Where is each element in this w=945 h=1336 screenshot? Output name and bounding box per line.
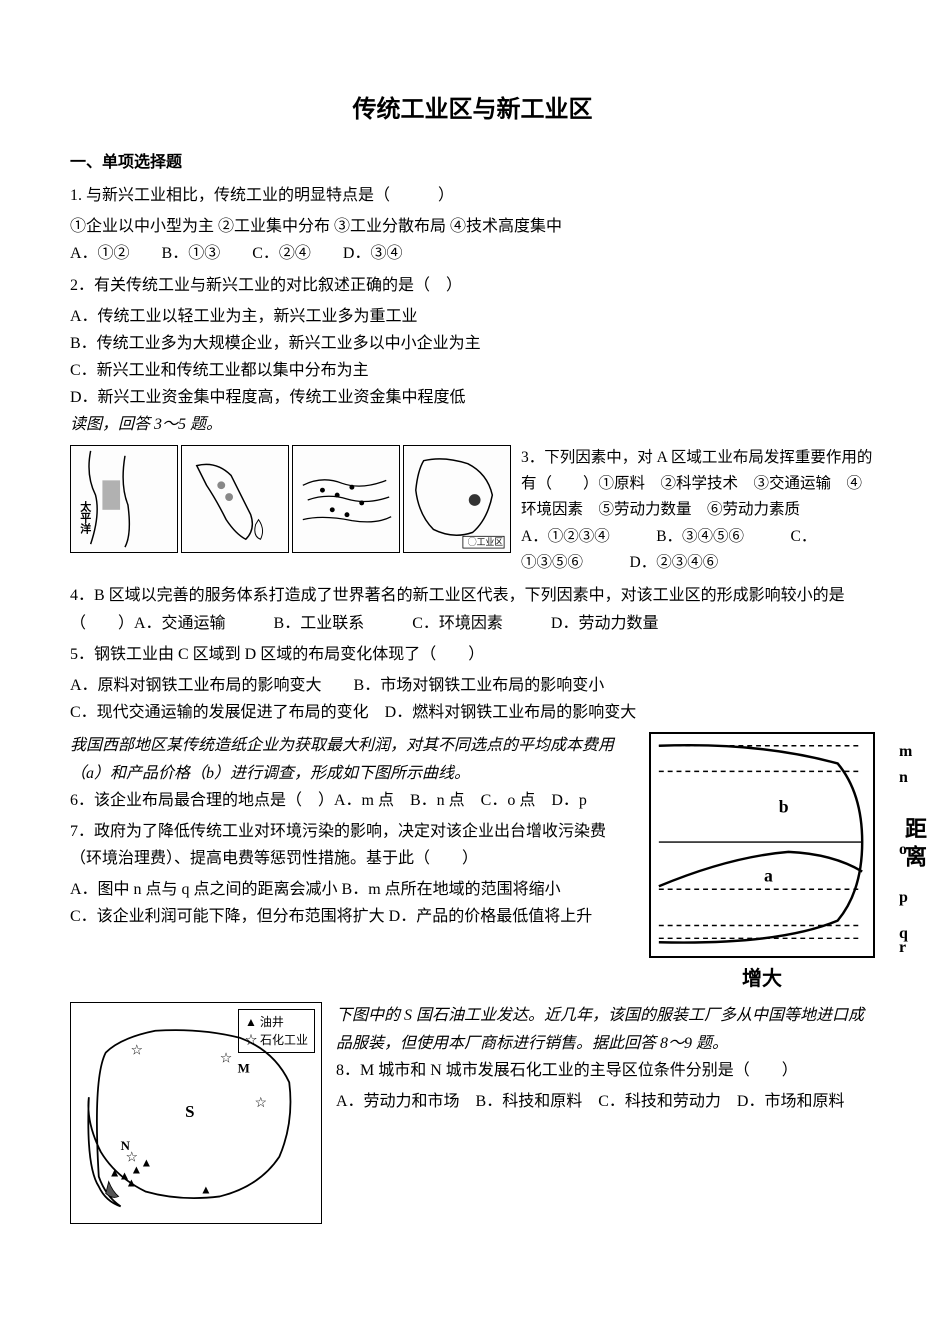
map-c (292, 445, 400, 553)
page-title: 传统工业区与新工业区 (70, 90, 875, 131)
q2-text: 2．有关传统工业与新兴工业的对比叙述正确的是（ ） (70, 272, 875, 299)
q3-wrap: 3．下列因素中，对 A 区域工业布局发挥重要作用的有（ ）①原料 ②科学技术 ③… (521, 445, 875, 577)
label-n: n (899, 764, 908, 791)
curve-text: 我国西部地区某传统造纸企业为获取最大利润，对其不同选点的平均成本费用（a）和产品… (70, 732, 635, 930)
label-pacific: 太平洋 (75, 501, 94, 534)
curve-side-label: 距离 (896, 817, 933, 873)
q5-opts-cd: C．现代交通运输的发展促进了布局的变化 D．燃料对钢铁工业布局的影响变大 (70, 699, 875, 726)
section-header: 一、单项选择题 (70, 149, 875, 176)
svg-text:b: b (779, 797, 789, 817)
svg-text:☆: ☆ (131, 1044, 143, 1059)
label-m: m (899, 738, 912, 765)
map-d: ◯工业区 (403, 445, 511, 553)
q1-text: 1. 与新兴工业相比，传统工业的明显特点是（ ） (70, 182, 875, 209)
label-r: r (899, 934, 906, 961)
curve-box: b a m n o p q r 距离 (649, 732, 875, 958)
map-row: 太平洋 (70, 445, 875, 577)
q3-options: A．①②③④ B．③④⑤⑥ C．①③⑤⑥ D．②③④⑥ (521, 528, 816, 571)
svg-text:M: M (238, 1062, 250, 1076)
q7-opts-ab: A．图中 n 点与 q 点之间的距离会减小 B．m 点所在地域的范围将缩小 (70, 876, 635, 903)
svg-text:N: N (121, 1139, 131, 1153)
q2-opt-c: C．新兴工业和传统工业都以集中分布为主 (70, 357, 875, 384)
svg-text:▲: ▲ (109, 1166, 121, 1180)
q7-text: 7．政府为了降低传统工业对环境污染的影响，决定对该企业出台增收污染费（环境治理费… (70, 818, 635, 872)
bottom-text: 下图中的 S 国石油工业发达。近几年，该国的服装工厂多从中国等地进口成品服装，但… (336, 1002, 875, 1115)
svg-text:▲: ▲ (200, 1183, 212, 1197)
q1-options: A．①② B．①③ C．②④ D．③④ (70, 240, 875, 267)
q8-text: 8．M 城市和 N 城市发展石化工业的主导区位条件分别是（ ） (336, 1057, 875, 1084)
curve-bottom-label: 增大 (649, 962, 875, 996)
q4-text: 4．B 区域以完善的服务体系打造成了世界著名的新工业区代表，下列因素中，对该工业… (70, 582, 875, 636)
svg-text:☆: ☆ (255, 1096, 267, 1111)
intro-6-7: 我国西部地区某传统造纸企业为获取最大利润，对其不同选点的平均成本费用（a）和产品… (70, 732, 635, 786)
svg-text:a: a (764, 866, 773, 886)
bottom-section: ▲ 油井 ☆ 石化工业 ☆ ☆ M ☆ S ☆ N ▲ ▲ ▲ ▲ ▲ ▲ 下图… (70, 1002, 875, 1224)
q7-opts-cd: C．该企业利润可能下降，但分布范围将扩大 D．产品的价格最低值将上升 (70, 903, 635, 930)
curve-diagram: b a m n o p q r 距离 增大 (649, 732, 875, 996)
map-a: 太平洋 (70, 445, 178, 553)
map-b (181, 445, 289, 553)
svg-text:☆: ☆ (220, 1052, 232, 1067)
q8-options: A．劳动力和市场 B．科技和原料 C．科技和劳动力 D．市场和原料 (336, 1088, 875, 1115)
intro-3-5: 读图，回答 3～5 题。 (70, 411, 875, 438)
four-maps: 太平洋 (70, 445, 511, 553)
q1-sub: ①企业以中小型为主 ②工业集中分布 ③工业分散布局 ④技术高度集中 (70, 213, 875, 240)
q2-opt-b: B．传统工业多为大规模企业，新兴工业多以中小企业为主 (70, 330, 875, 357)
q5-text: 5．钢铁工业由 C 区域到 D 区域的布局变化体现了（ ） (70, 641, 875, 668)
intro-8-9: 下图中的 S 国石油工业发达。近几年，该国的服装工厂多从中国等地进口成品服装，但… (336, 1002, 875, 1056)
curve-section: 我国西部地区某传统造纸企业为获取最大利润，对其不同选点的平均成本费用（a）和产品… (70, 732, 875, 996)
svg-text:◯工业区: ◯工业区 (468, 537, 503, 547)
q5-opts-ab: A．原料对钢铁工业布局的影响变大 B．市场对钢铁工业布局的影响变小 (70, 672, 875, 699)
q2-opt-d: D．新兴工业资金集中程度高，传统工业资金集中程度低 (70, 384, 875, 411)
country-map: ▲ 油井 ☆ 石化工业 ☆ ☆ M ☆ S ☆ N ▲ ▲ ▲ ▲ ▲ ▲ (70, 1002, 322, 1224)
q2-opt-a: A．传统工业以轻工业为主，新兴工业多为重工业 (70, 303, 875, 330)
label-p: p (899, 884, 908, 911)
q6-text: 6．该企业布局最合理的地点是（ ）A．m 点 B．n 点 C．o 点 D．p (70, 787, 635, 814)
svg-text:S: S (185, 1102, 194, 1121)
svg-text:▲: ▲ (126, 1176, 138, 1190)
svg-text:▲: ▲ (131, 1163, 143, 1177)
q3-text: 3．下列因素中，对 A 区域工业布局发挥重要作用的有（ ）①原料 ②科学技术 ③… (521, 449, 872, 519)
